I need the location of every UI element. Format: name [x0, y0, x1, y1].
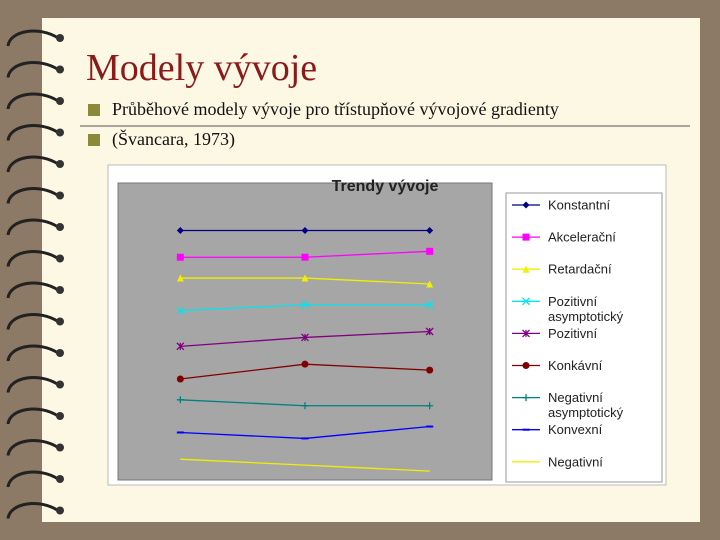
ring	[6, 155, 59, 173]
ring	[6, 92, 59, 110]
legend-label: Negativní	[548, 454, 603, 469]
marker	[176, 253, 184, 261]
marker	[426, 402, 434, 410]
marker	[176, 274, 184, 282]
ring-hole	[56, 317, 64, 326]
legend-label: Retardační	[548, 262, 612, 277]
marker	[426, 247, 434, 255]
legend-label: Konstantní	[548, 198, 611, 213]
ring-hole	[56, 506, 64, 515]
marker	[522, 201, 530, 209]
marker	[426, 280, 434, 288]
marker	[176, 396, 184, 404]
marker	[301, 227, 309, 235]
marker	[176, 342, 185, 351]
series-line	[180, 458, 430, 472]
bullet-icon	[88, 134, 100, 146]
marker	[426, 227, 434, 235]
binding	[6, 29, 64, 519]
ring-hole	[56, 380, 64, 389]
ring-hole	[56, 223, 64, 231]
ring	[6, 344, 59, 362]
marker	[425, 327, 434, 336]
legend-label: Akcelerační	[548, 230, 616, 245]
ring	[6, 187, 59, 204]
marker	[301, 360, 309, 368]
bullet-text: Průběhové modely vývoje pro třístupňové …	[112, 99, 559, 119]
slide-title: Modely vývoje	[86, 47, 317, 89]
marker	[176, 306, 185, 315]
ring-hole	[56, 160, 64, 168]
ring	[6, 407, 59, 425]
ring	[6, 218, 59, 236]
marker	[522, 297, 530, 306]
chart: Konstantní Akcelerační Retardační Pozitivní…	[176, 198, 624, 472]
ring	[6, 470, 59, 488]
ring	[6, 124, 59, 141]
chart-title: Trendy vývoje	[332, 178, 439, 195]
marker	[426, 366, 434, 374]
marker	[301, 253, 309, 261]
marker	[301, 402, 309, 410]
ring	[6, 502, 59, 519]
marker	[301, 300, 309, 309]
ring	[6, 313, 59, 330]
legend-label: Negativní asymptotický	[548, 390, 624, 420]
marker	[522, 265, 530, 273]
marker	[425, 300, 434, 309]
ring-hole	[56, 349, 64, 357]
ring	[6, 61, 59, 78]
ring-hole	[56, 128, 64, 137]
legend-label: Pozitivní asymptotický	[548, 294, 624, 324]
marker	[301, 333, 309, 342]
marker	[522, 362, 530, 369]
ring	[6, 250, 59, 267]
marker	[522, 394, 530, 402]
ring-hole	[56, 475, 64, 483]
ring-hole	[56, 412, 64, 420]
marker	[522, 329, 530, 338]
marker	[176, 375, 184, 383]
legend-label: Konkávní	[548, 358, 603, 373]
ring-hole	[56, 443, 64, 452]
ring-hole	[56, 254, 64, 263]
marker	[176, 227, 184, 235]
ring	[6, 29, 59, 47]
legend-label: Pozitivní	[548, 326, 598, 341]
bullet-text: (Švancara, 1973)	[112, 128, 235, 150]
ring	[6, 281, 59, 299]
marker	[301, 274, 309, 282]
marker	[522, 233, 530, 241]
ring	[6, 439, 59, 456]
bullet-icon	[88, 104, 100, 116]
ring	[6, 376, 59, 393]
legend-box	[505, 192, 663, 483]
ring-hole	[56, 65, 64, 74]
ring-hole	[56, 34, 64, 42]
ring-hole	[56, 286, 64, 294]
legend-label: Konvexní	[548, 422, 603, 437]
ring-hole	[56, 97, 64, 105]
ring-hole	[56, 191, 64, 200]
